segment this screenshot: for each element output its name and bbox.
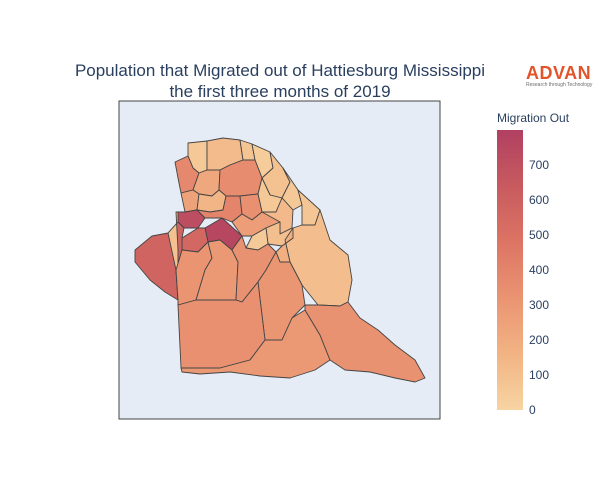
- advan-logo: ADVAN Research through Technology: [526, 64, 596, 89]
- colorbar-tick-label: 600: [529, 193, 550, 207]
- colorbar-tick-label: 0: [529, 403, 536, 417]
- colorbar: [497, 130, 523, 410]
- colorbar-title: Migration Out: [497, 111, 570, 125]
- colorbar-tick-label: 300: [529, 298, 550, 312]
- logo-tagline: Research through Technology: [526, 82, 593, 88]
- logo-text: ADVAN: [526, 63, 592, 83]
- colorbar-tick-label: 200: [529, 333, 550, 347]
- map-region-west-strip[interactable]: [167, 211, 179, 301]
- chart-title: Population that Migrated out of Hattiesb…: [0, 60, 560, 102]
- map-region-south-east[interactable]: [304, 301, 426, 383]
- colorbar-tick-label: 700: [529, 158, 550, 172]
- chart-title-line1: Population that Migrated out of Hattiesb…: [74, 61, 486, 80]
- colorbar-tick-label: 500: [529, 228, 550, 242]
- colorbar-tick-label: 400: [529, 263, 550, 277]
- colorbar-tick-label: 100: [529, 368, 550, 382]
- chart-title-line2: the first three months of 2019: [169, 82, 391, 101]
